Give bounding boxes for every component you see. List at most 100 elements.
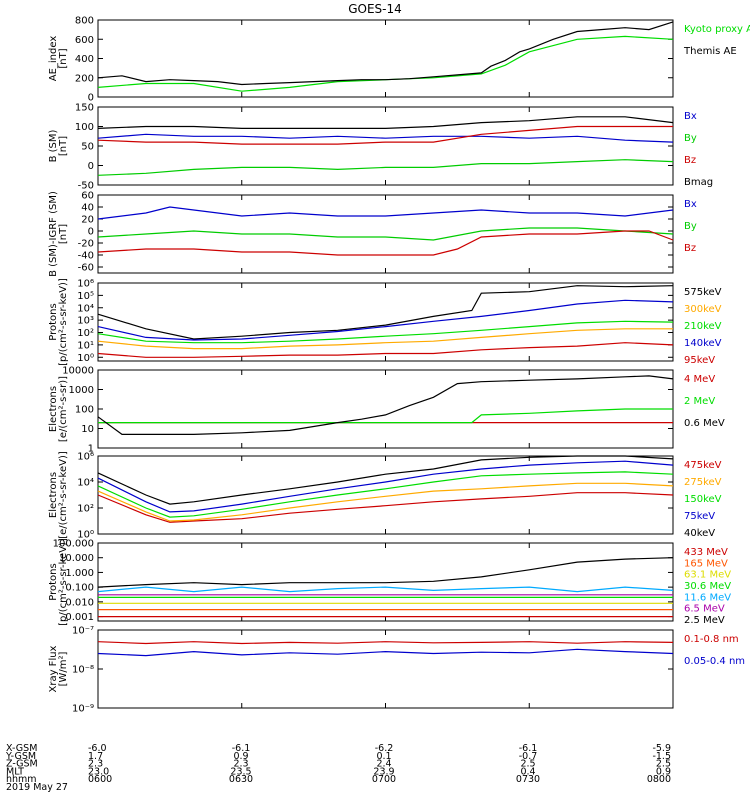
y-axis-label: [e/(cm²-s-sr)] [58,376,69,442]
footer-cell: 0.1 [376,751,391,762]
legend-entry: 11.6 MeV [684,592,731,603]
legend-entry: Bmag [684,177,713,188]
footer-cell: -6.1 [232,743,251,754]
y-tick-label: 10² [77,328,94,339]
footer-cell: 2.3 [88,759,103,770]
y-tick-label: 10⁰ [77,530,94,541]
y-tick-label: 40 [81,203,94,214]
series-line-275kev [97,482,674,522]
legend-entry: 2 MeV [684,396,715,407]
panel-frame [97,19,674,98]
series-line-by [97,159,674,176]
y-tick-label: 50 [81,142,94,153]
y-tick-label: 100.000 [53,539,94,550]
series-line-575kev [97,285,674,340]
y-tick-label: -50 [78,181,94,192]
footer-cell: 23.9 [373,766,394,777]
footer-cell: 0.9 [233,751,248,762]
y-axis-label: [e/(cm²-s-sr-keV)] [58,451,69,539]
panel-8: 10⁻⁹ 10⁻⁸ 10⁻⁷ Xray Flux [W/m²] 0.1-0.8 nm 0.0… [48,626,745,715]
footer-cell: 0.9 [656,766,671,777]
series-line-40kev [97,455,674,505]
y-tick-label: -60 [78,263,94,274]
panel-frame [97,455,674,535]
y-tick-label: 0 [88,227,94,238]
legend-entry: 0.1-0.8 nm [684,634,739,645]
y-tick-label: 10⁴ [77,303,94,314]
series-line-0-6-mev [97,375,674,435]
y-tick-label: 10¹ [77,340,94,351]
y-tick-label: 10⁻⁷ [72,626,94,637]
y-tick-label: 60 [81,191,94,202]
legend-entry: 0.6 MeV [684,418,725,429]
y-tick-label: 10⁻⁹ [72,704,94,715]
series-line-0-05-0-4-nm [97,648,674,657]
y-tick-label: 0 [88,93,94,104]
y-axis-label: Electrons [48,472,59,518]
y-tick-label: 150 [75,103,94,114]
series-line-bmag [97,116,674,129]
legend-entry: 575keV [684,287,722,298]
series-line-bx [97,206,674,220]
panel-frame [97,369,674,449]
y-axis-label: [p/(cm²-s-sr-keV)] [58,278,69,366]
footer-cell: -6.2 [375,743,394,754]
y-tick-label: 10⁶ [77,279,94,290]
y-tick-label: 10³ [77,316,94,327]
footer-cell: 23.5 [230,766,251,777]
y-tick-label: 10⁻⁸ [72,665,94,676]
footer-cell: 0800 [647,774,671,785]
series-line-bz [97,125,673,145]
legend-entry: 4 MeV [684,374,715,385]
y-axis-label: Electrons [48,386,59,432]
y-tick-label: 100 [75,405,94,416]
series-line-2-5-mev [97,557,674,588]
footer-date: 2019 May 27 [6,782,68,793]
y-tick-label: 10⁶ [77,452,94,463]
ephemeris-footer: X-GSM -6.0 -6.1 -6.2 -6.1 -5.9 Y-GSM 1.7 0.9 0.1 -… [5,743,671,793]
legend-entry: 0.05-0.4 nm [684,656,745,667]
y-tick-label: 200 [75,73,94,84]
legend-entry: Themis AE [683,46,737,57]
legend-entry: Bz [684,243,696,254]
y-axis-label: B (SM) [48,129,59,162]
y-tick-label: 10⁵ [77,291,94,302]
series-line-by [97,227,674,241]
y-tick-label: 0 [88,161,94,172]
footer-cell: 2.5 [520,759,535,770]
footer-row-label: MLT [6,766,24,777]
legend-entry: 63.1 MeV [684,570,731,581]
legend-entry: 95keV [684,355,715,366]
legend-entry: 2.5 MeV [684,615,725,626]
series-line-150kev [97,471,674,518]
panel-6: 10⁰ 10² 10⁴ 10⁶ Electrons [e/(cm²-s-sr-keV)] 4… [48,451,722,540]
series-line-95kev [97,342,674,358]
legend-entry: 6.5 MeV [684,604,725,615]
y-axis-label: [W/m²] [58,651,69,686]
y-axis-label: [nT] [58,48,69,68]
footer-cell: -6.0 [88,743,107,754]
y-axis-label: Xray Flux [48,645,59,692]
y-tick-label: 600 [75,35,94,46]
legend-entry: 30.6 MeV [684,581,731,592]
legend-entry: 210keV [684,321,722,332]
y-tick-label: 0.001 [65,612,94,623]
y-tick-label: 0.100 [65,583,94,594]
legend-entry: 275keV [684,477,722,488]
panel-1: 0 200 400 600 800 AE_index[nT] Kyoto proxy AE T… [48,16,750,104]
y-axis-label: [p/(cm²-s-sr-keV)] [58,538,69,626]
footer-cell: -1.5 [652,751,671,762]
y-tick-label: 800 [75,16,94,27]
series-line-475kev [97,492,674,523]
y-tick-label: 1.000 [65,568,94,579]
legend-entry: 140keV [684,338,722,349]
y-axis-label: B (SM)-IGRF (SM) [48,191,59,277]
footer-row-label: Z-GSM [6,759,38,770]
footer-row-label: X-GSM [6,743,37,754]
series-line-300kev [97,328,673,350]
footer-cell: 1.7 [88,751,103,762]
footer-cell: -5.9 [652,743,671,754]
